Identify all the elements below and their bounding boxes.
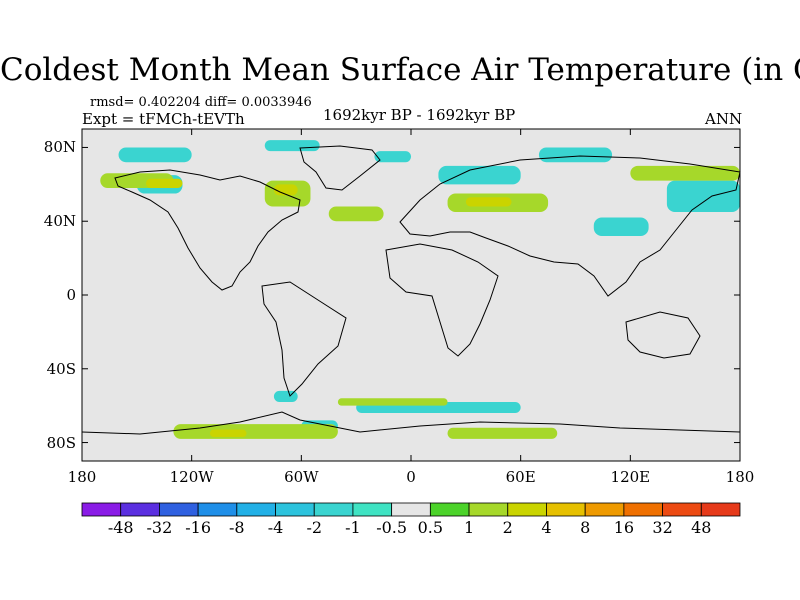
anomaly-region	[538, 147, 613, 163]
anomaly-region	[118, 147, 192, 163]
colorbar-label: -8	[229, 518, 245, 537]
colorbar-box	[700, 502, 741, 517]
x-tick-label: 120W	[169, 468, 214, 486]
colorbar-box	[584, 502, 625, 517]
coastline-north-america	[114, 169, 301, 291]
colorbar-box	[429, 502, 470, 517]
colorbar-label: 8	[580, 518, 591, 537]
anomaly-region	[328, 206, 384, 222]
anomaly-region	[264, 140, 320, 152]
anomaly-region	[465, 197, 512, 207]
x-tick-label: 60E	[505, 468, 536, 486]
colorbar-box	[159, 502, 199, 517]
x-tick-label: 180	[725, 468, 755, 486]
colorbar-box	[197, 502, 238, 517]
colorbar-box	[662, 502, 702, 517]
anomaly-region	[374, 151, 411, 163]
colorbar-box	[275, 502, 315, 517]
coastline-greenland	[299, 145, 381, 191]
colorbar-box	[468, 502, 509, 517]
x-tick-marks	[81, 129, 741, 461]
y-tick-label: 40S	[46, 359, 76, 378]
anomaly-region	[593, 217, 649, 236]
colorbar-box	[391, 502, 431, 517]
x-tick-label: 60W	[284, 468, 319, 486]
x-tick-label: 0	[406, 468, 416, 486]
stats-text: rmsd= 0.402204 diff= 0.0033946	[90, 95, 312, 110]
colorbar-boxes	[81, 502, 741, 517]
y-tick-marks	[82, 146, 740, 444]
colorbar-box	[546, 502, 586, 517]
y-tick-label: 40N	[43, 212, 76, 231]
colorbar-box	[623, 502, 663, 517]
period-label: 1692kyr BP - 1692kyr BP	[323, 106, 516, 124]
x-tick-label: 120E	[610, 468, 651, 486]
colorbar-box	[352, 502, 393, 517]
anomaly-region	[273, 184, 298, 196]
colorbar-label: -32	[146, 518, 173, 537]
anomaly-region	[438, 165, 521, 185]
coastline-antarctica	[81, 411, 741, 435]
experiment-label: Expt = tFMCh-tEVTh	[82, 110, 245, 128]
colorbar-box	[81, 502, 122, 517]
anomaly-region	[630, 165, 740, 181]
anomaly-region	[447, 427, 558, 439]
coastline-australia	[625, 311, 701, 359]
colorbar-box	[507, 502, 547, 517]
colorbar-label: -4	[267, 518, 284, 537]
colorbar-label: -16	[185, 518, 211, 537]
colorbar-label: 48	[691, 518, 712, 537]
colorbar-box	[236, 502, 276, 517]
colorbar-label: 0.5	[417, 518, 444, 537]
y-tick-label: 80N	[43, 138, 76, 157]
coastline-south-america	[261, 281, 347, 397]
colorbar-label: -48	[107, 518, 134, 537]
colorbar-label: -0.5	[376, 518, 408, 537]
anomaly-region	[337, 398, 448, 406]
colorbar-box	[120, 502, 160, 517]
anomaly-region	[209, 429, 247, 438]
chart-title: Coldest Month Mean Surface Air Temperatu…	[0, 52, 800, 88]
y-tick-label: 80S	[46, 433, 76, 452]
colorbar-label: 32	[652, 518, 673, 537]
coastline-eurasia	[399, 155, 741, 297]
colorbar-box	[313, 502, 354, 517]
coastline-africa	[385, 243, 499, 357]
coastlines	[81, 145, 741, 435]
season-label: ANN	[705, 110, 743, 128]
colorbar-label: -1	[345, 518, 361, 537]
anomaly-region	[666, 180, 740, 212]
x-tick-label: 180	[67, 468, 97, 486]
y-tick-label: 0	[66, 286, 76, 304]
colorbar-label: 2	[502, 518, 513, 537]
colorbar-label: 16	[613, 518, 635, 537]
colorbar-label: -2	[306, 518, 323, 537]
colorbar-label: 1	[463, 518, 475, 537]
anomaly-layer	[100, 140, 740, 439]
colorbar-label: 4	[541, 518, 552, 537]
anomaly-region	[145, 178, 183, 189]
